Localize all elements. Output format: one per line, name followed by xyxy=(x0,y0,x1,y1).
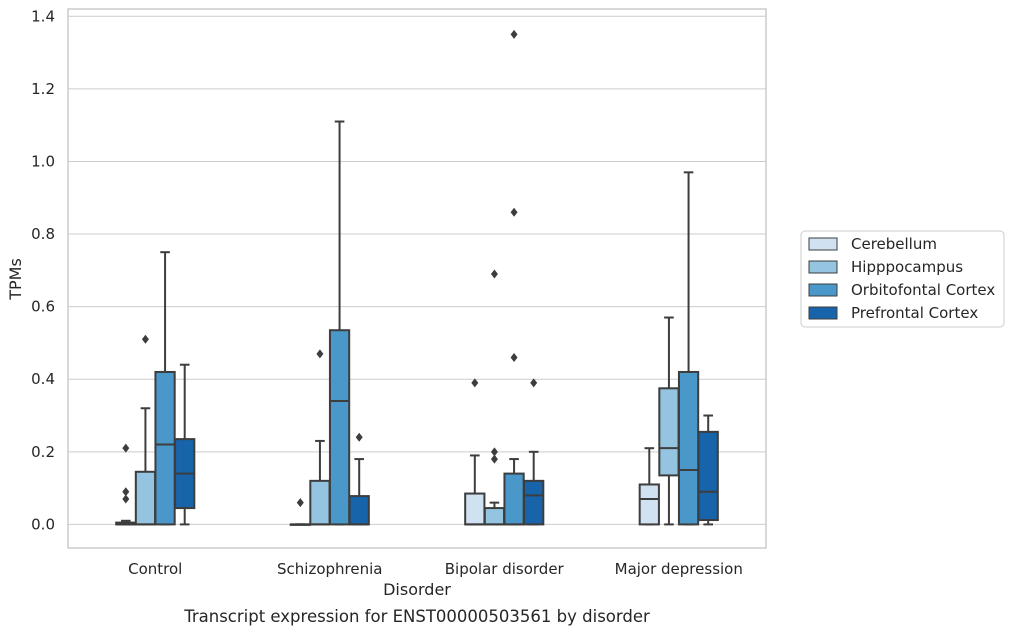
iqr-box xyxy=(638,483,660,526)
y-tick-label: 0.4 xyxy=(31,370,55,388)
legend-item: Hipppocampus xyxy=(808,258,963,276)
x-axis-title: Disorder xyxy=(383,580,451,599)
outlier-point xyxy=(122,487,130,497)
x-axis-tick-labels: Control Schizophrenia Bipolar disorder Majo… xyxy=(128,560,743,578)
outlier-point xyxy=(141,334,149,344)
x-tick-label: Bipolar disorder xyxy=(445,560,565,578)
iqr-box xyxy=(154,370,176,526)
outlier-point xyxy=(122,443,130,453)
y-tick-label: 1.4 xyxy=(31,7,55,25)
y-tick-label: 1.0 xyxy=(31,152,55,170)
box-plot-box xyxy=(115,443,137,526)
legend-item: Orbitofontal Cortex xyxy=(808,281,995,299)
legend-label: Hipppocampus xyxy=(851,258,963,276)
box-plot-box xyxy=(154,251,176,526)
chart-caption: Transcript expression for ENST0000050356… xyxy=(183,607,650,626)
series-hipppocampus xyxy=(134,269,680,526)
box-plot-box xyxy=(464,378,486,526)
iqr-box xyxy=(483,507,506,526)
box-plot-box xyxy=(638,447,660,526)
y-axis-title: TPMs xyxy=(6,258,25,301)
legend-label: Orbitofontal Cortex xyxy=(851,281,995,299)
y-tick-label: 0.8 xyxy=(31,225,55,243)
iqr-box xyxy=(503,472,525,526)
outlier-point xyxy=(530,378,538,388)
series-orbitofontal-cortex xyxy=(154,29,700,526)
box-plot-box xyxy=(134,334,157,526)
legend-swatch xyxy=(808,283,838,297)
legend-item: Prefrontal Cortex xyxy=(808,304,978,322)
x-tick-label: Schizophrenia xyxy=(277,560,382,578)
outlier-point xyxy=(296,498,304,508)
outlier-point xyxy=(122,494,130,504)
box-plot-box xyxy=(309,349,331,526)
box-plot-box xyxy=(523,378,545,526)
plot-area-frame xyxy=(67,8,767,549)
box-plot-box xyxy=(503,29,525,526)
iqr-box xyxy=(309,479,331,526)
y-tick-label: 0.2 xyxy=(31,443,55,461)
outlier-point xyxy=(510,29,518,39)
outlier-point xyxy=(510,207,518,217)
iqr-box xyxy=(677,370,700,526)
y-tick-label: 0.6 xyxy=(31,298,55,316)
box-plot-box xyxy=(174,363,196,526)
x-tick-label: Major depression xyxy=(615,560,743,578)
iqr-box xyxy=(697,430,719,522)
y-tick-label: 0.0 xyxy=(31,515,55,533)
outlier-point xyxy=(510,352,518,362)
iqr-box xyxy=(134,470,157,526)
outlier-point xyxy=(355,432,363,442)
series-prefrontal-cortex xyxy=(174,363,719,526)
outlier-point xyxy=(316,349,324,359)
x-tick-label: Control xyxy=(128,560,182,578)
iqr-box xyxy=(658,387,680,477)
box-plot-box xyxy=(328,120,351,526)
legend-swatch xyxy=(808,306,838,320)
iqr-box xyxy=(464,492,486,526)
y-tick-label: 1.2 xyxy=(31,80,55,98)
box-plot-series xyxy=(115,29,719,526)
box-plot-box xyxy=(289,498,311,526)
iqr-box xyxy=(328,329,351,526)
box-plot-box xyxy=(348,432,370,526)
legend-swatch xyxy=(808,237,838,251)
box-plot-box xyxy=(658,316,680,526)
legend: Cerebellum Hipppocampus Orbitofontal Corte… xyxy=(800,230,1005,328)
iqr-box xyxy=(348,495,370,526)
box-plot-box xyxy=(483,269,506,526)
legend-label: Prefrontal Cortex xyxy=(851,304,978,322)
series-cerebellum xyxy=(115,378,660,526)
legend-label: Cerebellum xyxy=(851,235,937,253)
outlier-point xyxy=(490,447,498,457)
y-axis-tick-labels: 0.0 0.2 0.4 0.6 0.8 1.0 1.2 1.4 xyxy=(31,7,55,533)
legend-swatch xyxy=(808,260,838,274)
outlier-point xyxy=(471,378,479,388)
box-plot-box xyxy=(677,171,700,526)
legend-item: Cerebellum xyxy=(808,235,937,253)
box-plot-box xyxy=(697,414,719,526)
iqr-box xyxy=(523,479,545,526)
legend-frame xyxy=(800,230,1005,328)
outlier-point xyxy=(490,269,498,279)
outlier-point xyxy=(490,454,498,464)
